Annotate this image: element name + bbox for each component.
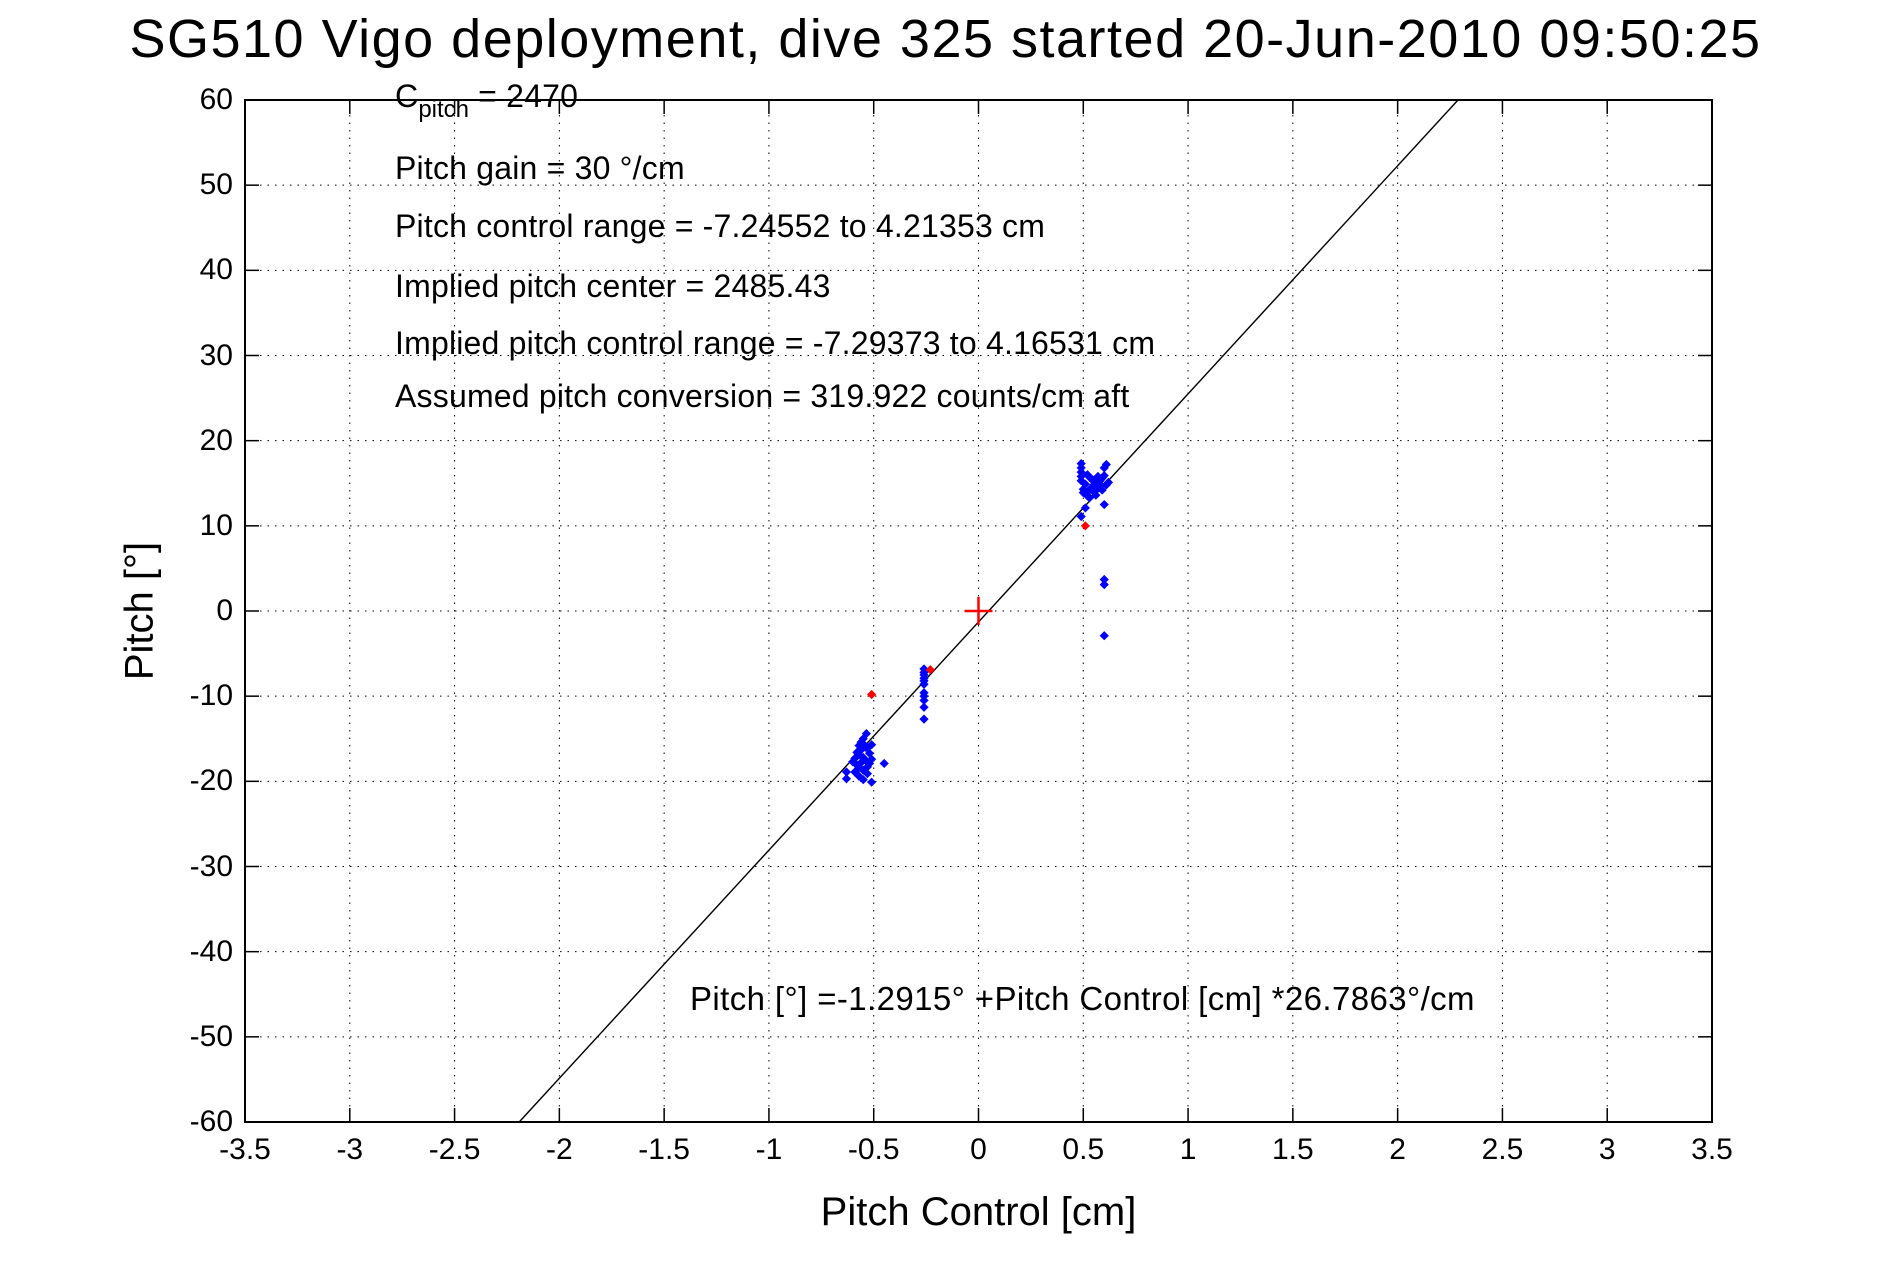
scatter-point (852, 747, 862, 757)
y-tick-label: -10 (189, 679, 233, 713)
chart-title: SG510 Vigo deployment, dive 325 started … (129, 9, 1762, 69)
scatter-point (850, 767, 860, 777)
axes-box (244, 99, 1713, 1123)
x-tick-label: 2 (1389, 1133, 1406, 1166)
scatter-point (867, 740, 877, 750)
annotation-pitch-control-range: Pitch control range = -7.24552 to 4.2135… (395, 208, 1046, 244)
plot-area (244, 99, 1713, 1123)
scatter-point (858, 775, 868, 785)
annotation-implied-pitch-center: Implied pitch center = 2485.43 (395, 268, 831, 304)
y-tick-label: 30 (199, 338, 233, 372)
scatter-point (879, 758, 889, 769)
y-tick-label: 0 (216, 594, 233, 627)
scatter-point (848, 757, 858, 767)
scatter-point (864, 758, 875, 769)
scatter-point (862, 743, 873, 753)
x-tick-label: -2.5 (428, 1133, 481, 1166)
scatter-point (850, 753, 860, 763)
y-tick-label: 60 (199, 83, 233, 116)
y-tick-label: 50 (199, 168, 233, 202)
y-tick-label: -50 (189, 1019, 233, 1053)
scatter-point (919, 702, 929, 712)
y-tick-label: 10 (199, 508, 233, 542)
plot-canvas (244, 99, 1713, 1123)
scatter-point (1080, 503, 1090, 513)
x-tick-label: -3.5 (219, 1133, 271, 1166)
x-tick-label: 0 (970, 1133, 987, 1166)
x-tick-label: 3.5 (1691, 1133, 1733, 1166)
scatter-point (1091, 490, 1101, 500)
scatter-point (841, 767, 852, 777)
c-pitch-symbol: C (395, 78, 419, 114)
x-tick-label: -3 (336, 1133, 364, 1166)
x-tick-label: -1 (755, 1133, 783, 1166)
y-tick-label: -30 (189, 849, 233, 883)
y-tick-label: 40 (199, 253, 233, 287)
x-axis-label: Pitch Control [cm] (820, 1190, 1137, 1234)
scatter-point (867, 689, 877, 700)
x-tick-label: 1.5 (1271, 1133, 1314, 1166)
origin-plus-marker (964, 597, 993, 625)
scatter-point (1101, 459, 1111, 470)
annotation-implied-pitch-control-range: Implied pitch control range = -7.29373 t… (395, 325, 1156, 361)
x-tick-label: -1.5 (638, 1133, 690, 1166)
scatter-point (867, 777, 877, 787)
scatter-point (1076, 511, 1086, 522)
scatter-point (1103, 477, 1114, 487)
x-tick-label: -0.5 (847, 1133, 900, 1166)
c-pitch-value: = 2470 (469, 78, 579, 114)
scatter-point (1076, 476, 1086, 486)
scatter-point (1099, 499, 1109, 510)
y-tick-label: 20 (199, 423, 233, 457)
annotation-pitch-gain: Pitch gain = 30 °/cm (395, 150, 685, 186)
x-tick-label: 0.5 (1062, 1133, 1105, 1166)
scatter-point (919, 714, 929, 724)
scatter-point (1097, 485, 1107, 495)
y-tick-label: -60 (189, 1105, 233, 1138)
annotation-assumed-pitch-conversion: Assumed pitch conversion = 319.922 count… (395, 378, 1130, 414)
annotation-c-pitch: Cpitch = 2470 (395, 78, 578, 124)
scatter-point (1087, 474, 1097, 484)
scatter-point (919, 679, 929, 689)
scatter-point (1099, 631, 1109, 641)
scatter-point (841, 774, 852, 784)
y-tick-label: -40 (189, 934, 233, 968)
scatter-point (867, 754, 877, 764)
x-tick-label: 3 (1598, 1133, 1616, 1166)
scatter-point (1099, 579, 1109, 590)
scatter-point (925, 665, 935, 675)
c-pitch-subscript: pitch (418, 96, 470, 123)
scatter-point (1099, 470, 1109, 481)
scatter-point (856, 757, 866, 768)
scatter-point (1087, 482, 1097, 493)
scatter-point (919, 695, 929, 706)
fit-equation-text: Pitch [°] =-1.2915° +Pitch Control [cm] … (690, 980, 1475, 1017)
x-tick-label: 1 (1179, 1133, 1197, 1166)
x-tick-label: -2 (546, 1133, 573, 1166)
scatter-point (858, 739, 868, 749)
scatter-point (854, 750, 864, 760)
x-tick-label: 2.5 (1481, 1133, 1524, 1166)
scatter-point (1080, 479, 1090, 489)
scatter-point (1099, 574, 1109, 585)
y-tick-label: -20 (189, 764, 233, 798)
scatter-point (862, 769, 873, 779)
scatter-point (1080, 521, 1090, 531)
scatter-point (862, 762, 873, 772)
